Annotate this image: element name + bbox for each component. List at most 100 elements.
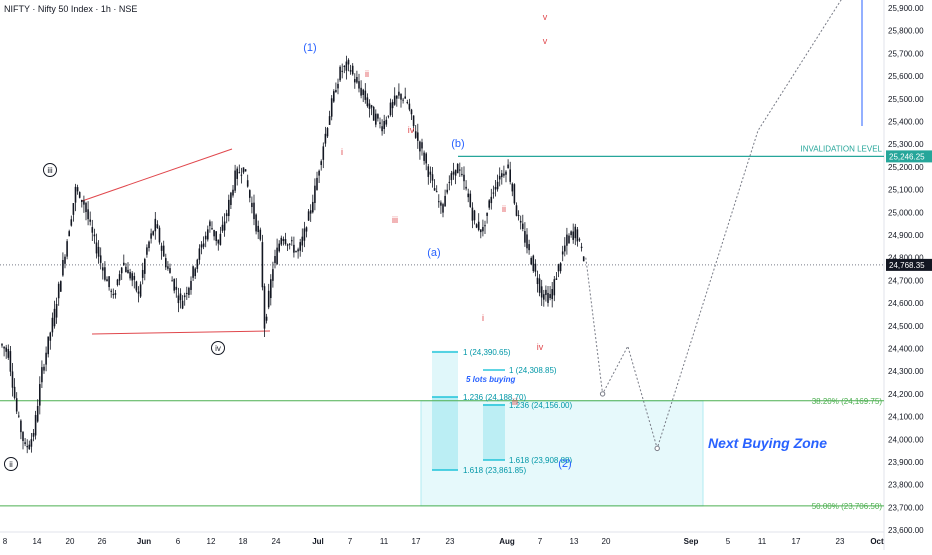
y-tick-label: 25,500.00 (888, 95, 924, 104)
candle-body (580, 246, 583, 249)
candle-body (181, 300, 184, 309)
candle-body (522, 223, 524, 229)
candle-body (207, 229, 209, 240)
candle-body (330, 98, 333, 117)
candle-body (572, 231, 574, 240)
candle-body (228, 199, 230, 217)
candle-body (549, 294, 551, 299)
upper-trendline[interactable] (81, 148, 233, 202)
candle-body (278, 243, 280, 252)
candle-body (408, 103, 411, 110)
candle-body (232, 189, 234, 196)
x-tick-label: 17 (412, 537, 421, 546)
candle-body (24, 442, 26, 445)
x-tick-label: 23 (446, 537, 455, 546)
candle-body (309, 210, 312, 214)
projection-path[interactable] (585, 0, 851, 451)
candle-body (81, 199, 83, 203)
fib-level-label: 1.236 (24,188.70) (463, 393, 526, 402)
wave-label: ii (365, 69, 369, 79)
candle-body (244, 169, 247, 172)
fib-level-label: 1.236 (24,156.00) (509, 401, 572, 410)
candle-body (540, 286, 543, 298)
candle-body (314, 185, 316, 203)
candle-body (57, 283, 60, 299)
fib-box-right (483, 403, 505, 460)
candle-body (95, 242, 98, 254)
candle-body (242, 167, 245, 173)
wave-label: (a) (427, 247, 440, 259)
wave-circle (4, 457, 18, 471)
candle-body (43, 366, 45, 371)
candle-body (270, 279, 272, 299)
invalidation-value: 25,246.25 (889, 152, 925, 161)
candle-body (435, 191, 438, 193)
candle-body (39, 384, 41, 406)
candle-body (467, 193, 469, 198)
candle-body (360, 87, 362, 96)
candle-body (431, 174, 434, 181)
candle-body (123, 262, 125, 266)
candle-body (528, 244, 530, 251)
candle-body (249, 190, 251, 198)
candle-body (351, 65, 354, 75)
x-tick-label: 14 (33, 537, 42, 546)
candle-body (192, 266, 194, 278)
candle-body (83, 200, 85, 205)
lower-trendline[interactable] (91, 330, 271, 335)
candle-body (517, 215, 520, 217)
candle-body (177, 295, 180, 304)
candle-body (454, 169, 457, 176)
candle-body (442, 204, 444, 213)
candle-body (179, 293, 182, 301)
candle-body (557, 264, 560, 272)
candle-body (393, 95, 396, 105)
candle-body (49, 332, 52, 341)
wave-circle (43, 163, 57, 177)
candle-body (347, 59, 350, 65)
candle-body (76, 187, 79, 192)
candle-body (246, 180, 249, 187)
wave-label: (b) (451, 138, 464, 150)
candle-body (366, 97, 369, 107)
candle-body (18, 415, 20, 417)
candle-body (490, 196, 493, 204)
candle-body (106, 279, 108, 282)
candle-body (469, 193, 472, 208)
invalidation-label: INVALIDATION LEVEL (800, 144, 882, 153)
candle-body (534, 263, 537, 272)
candle-body (383, 121, 385, 129)
lots-buying-note: 5 lots buying (466, 375, 515, 384)
candle-body (64, 256, 66, 264)
candle-body (169, 268, 171, 273)
buying-zone-rect[interactable] (420, 400, 704, 507)
candle-body (425, 153, 427, 164)
x-tick-label: 18 (239, 537, 248, 546)
candle-body (511, 183, 514, 192)
candle-body (465, 186, 467, 189)
retracement-label: 38.20% (24,169.75) (812, 397, 883, 406)
symbol-title[interactable]: NIFTY · Nifty 50 Index · 1h · NSE (4, 4, 138, 14)
candle-body (148, 241, 150, 248)
candle-body (391, 101, 394, 109)
candle-body (20, 420, 22, 433)
candle-body (257, 225, 259, 233)
candle-body (154, 218, 157, 232)
candle-body (570, 231, 572, 236)
candle-body (112, 293, 115, 296)
candle-body (217, 239, 220, 244)
candle-body (536, 277, 539, 285)
candle-body (74, 186, 77, 203)
candle-body (146, 247, 148, 255)
candle-body (251, 202, 253, 208)
candle-body (167, 266, 169, 269)
candle-body (530, 257, 532, 265)
y-tick-label: 24,300.00 (888, 367, 924, 376)
x-tick-label: 26 (98, 537, 107, 546)
x-tick-label: 12 (207, 537, 216, 546)
candle-body (507, 164, 509, 169)
candle-body (339, 66, 341, 81)
candle-body (253, 202, 255, 220)
